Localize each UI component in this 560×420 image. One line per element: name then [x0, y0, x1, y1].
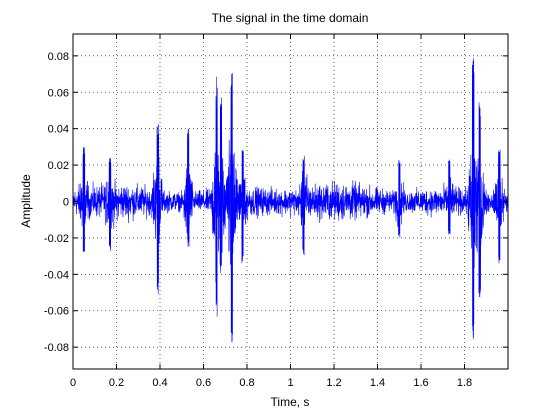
x-tick-label: 1.8 [457, 377, 472, 389]
y-axis-label: Amplitude [19, 174, 33, 228]
signal-trace [72, 58, 509, 343]
x-tick-label: 0.8 [239, 377, 254, 389]
x-tick-label: 1 [287, 377, 293, 389]
x-tick-label: 0.4 [152, 377, 167, 389]
signal-line [72, 58, 509, 343]
x-tick-label: 0 [70, 377, 76, 389]
y-tick-label: 0 [63, 197, 69, 209]
x-tick-label: 0.6 [196, 377, 211, 389]
x-tick-label: 1.2 [326, 377, 341, 389]
y-axis-ticks: -0.08 -0.06 -0.04 -0.02 0 0.02 0.04 0.06 0.08 [44, 51, 508, 354]
y-tick-label: -0.02 [44, 233, 69, 245]
x-tick-label: 1.6 [413, 377, 428, 389]
x-tick-label: 1.4 [370, 377, 385, 389]
x-tick-label: 0.2 [109, 377, 124, 389]
chart-title: The signal in the time domain [212, 11, 369, 25]
y-tick-label: 0.04 [48, 124, 69, 136]
y-tick-label: 0.02 [48, 160, 69, 172]
y-tick-label: 0.06 [48, 87, 69, 99]
y-tick-label: 0.08 [48, 51, 69, 63]
y-tick-label: -0.08 [44, 342, 69, 354]
y-tick-label: -0.04 [44, 269, 69, 281]
y-tick-label: -0.06 [44, 306, 69, 318]
x-axis-ticks: 0 0.2 0.4 0.6 0.8 1 1.2 1.4 1.6 1.8 [70, 34, 472, 389]
x-axis-label: Time, s [271, 395, 310, 409]
